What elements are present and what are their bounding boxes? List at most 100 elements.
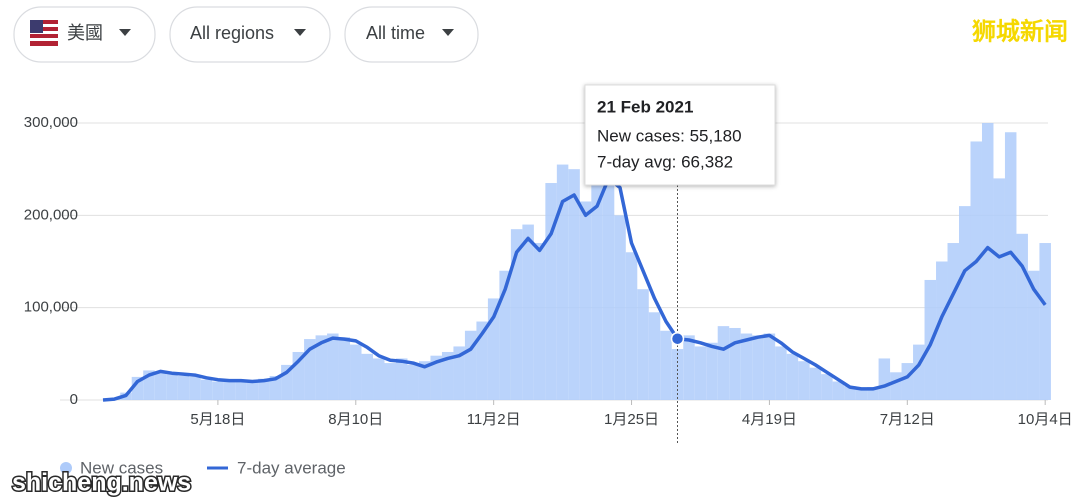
- bar: [694, 346, 707, 400]
- legend-label: New cases: [80, 458, 163, 477]
- bar: [591, 141, 603, 400]
- bar: [798, 361, 810, 400]
- bar: [154, 372, 167, 400]
- dropdown-arrow: [294, 29, 306, 36]
- bar: [717, 326, 730, 400]
- bar: [637, 289, 649, 400]
- x-tick-label: 10月4日: [1018, 411, 1073, 428]
- bar: [752, 335, 764, 400]
- x-tick-label: 5月18日: [190, 411, 245, 428]
- bar: [177, 375, 190, 400]
- bar: [327, 333, 339, 400]
- pill[interactable]: [169, 6, 331, 63]
- bar: [660, 330, 672, 400]
- bar: [430, 355, 442, 400]
- bar: [901, 363, 914, 400]
- bar: [189, 376, 201, 400]
- tooltip-box: [584, 84, 776, 186]
- bar: [970, 141, 982, 400]
- pill[interactable]: [344, 6, 479, 63]
- tooltip-title: 21 Feb 2021: [597, 97, 693, 116]
- bar: [361, 353, 374, 400]
- bar: [281, 364, 293, 400]
- bar: [602, 164, 615, 400]
- bar: [729, 327, 741, 400]
- tooltip-line: New cases: 55,180: [597, 126, 742, 145]
- bar: [1027, 270, 1040, 400]
- bar: [499, 270, 511, 400]
- bar: [487, 298, 500, 400]
- bar: [533, 243, 546, 400]
- bar: [993, 178, 1005, 400]
- bar: [476, 321, 488, 400]
- bar: [809, 367, 822, 400]
- bar: [384, 363, 396, 400]
- avg-line: [102, 176, 1047, 402]
- bar: [1004, 132, 1017, 400]
- bar: [740, 333, 753, 400]
- bar: [878, 358, 891, 400]
- y-tick-label: 0: [70, 391, 78, 408]
- watermark: 狮城新闻: [972, 17, 1068, 45]
- bar: [614, 215, 626, 400]
- bar: [867, 387, 879, 400]
- bar: [625, 252, 638, 400]
- bar: [890, 372, 902, 400]
- bar: [258, 378, 270, 400]
- y-tick-label: 100,000: [24, 299, 78, 316]
- legend-swatch: [60, 462, 72, 474]
- bar: [706, 342, 718, 400]
- bar: [568, 169, 580, 400]
- country-label: 美國: [67, 23, 103, 43]
- bar: [131, 376, 144, 400]
- bar: [924, 279, 937, 400]
- bar: [373, 358, 385, 400]
- bar: [200, 379, 213, 400]
- bar: [786, 353, 799, 400]
- bar: [855, 388, 868, 400]
- bar: [304, 339, 316, 400]
- bar: [775, 346, 787, 400]
- bar: [464, 330, 477, 400]
- time-label: All time: [366, 23, 425, 43]
- bar: [556, 164, 569, 400]
- bar: [936, 261, 948, 400]
- flag-stripe: [30, 24, 58, 27]
- bar: [648, 312, 661, 400]
- x-tick-label: 11月2日: [467, 411, 521, 428]
- x-tick-label: 7月12日: [880, 411, 935, 428]
- bar: [143, 370, 155, 400]
- bar: [315, 335, 328, 400]
- bar: [510, 229, 523, 400]
- bar: [1039, 243, 1051, 400]
- tooltip-line: 7-day avg: 66,382: [597, 152, 733, 171]
- region-select[interactable]: All regions: [169, 6, 331, 63]
- bar: [395, 358, 408, 400]
- hover-point: [670, 331, 685, 346]
- bar: [683, 335, 695, 400]
- bar: [166, 374, 178, 400]
- bar: [223, 380, 236, 400]
- bar: [763, 333, 776, 400]
- x-tick-label: 1月25日: [604, 411, 659, 428]
- bar: [418, 361, 431, 400]
- flag-stripe: [30, 31, 58, 34]
- dropdown-arrow: [442, 29, 454, 36]
- time-select[interactable]: All time: [344, 6, 479, 63]
- bar: [913, 344, 925, 400]
- bar: [579, 201, 592, 400]
- bar: [1016, 233, 1028, 400]
- bar: [407, 364, 419, 400]
- bar: [981, 123, 994, 400]
- x-tick-label: 4月19日: [742, 411, 797, 428]
- flag-canton: [30, 20, 43, 33]
- bar: [844, 386, 856, 400]
- bar: [269, 375, 282, 400]
- bar: [235, 379, 247, 400]
- bar: [947, 243, 960, 400]
- region-label: All regions: [190, 23, 274, 43]
- bar: [212, 381, 224, 400]
- country-select[interactable]: 美國: [13, 6, 156, 63]
- bar: [545, 183, 557, 400]
